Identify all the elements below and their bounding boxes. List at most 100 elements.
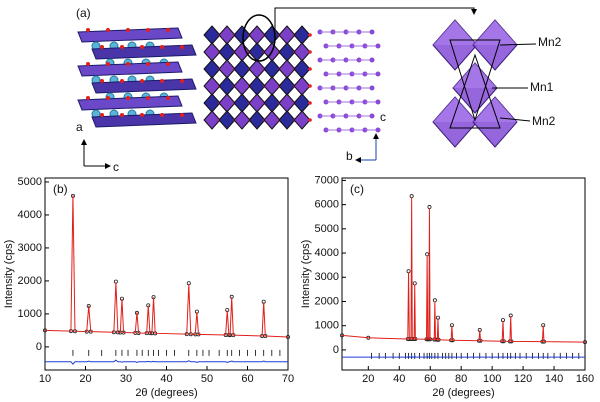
panel-label: (c)	[350, 182, 364, 196]
y-tick-label: 7000	[315, 174, 339, 186]
atom	[166, 96, 170, 100]
octahedron	[263, 93, 281, 113]
axis-label: a	[76, 120, 83, 134]
atom	[160, 45, 164, 49]
atom	[180, 79, 184, 83]
axis-label: c	[380, 110, 386, 124]
x-tick-label: 80	[455, 373, 467, 385]
x-tick-label: 30	[120, 373, 132, 385]
octahedron	[293, 110, 311, 130]
x-tick-label: 40	[160, 373, 172, 385]
octahedron	[233, 59, 251, 79]
x-tick-label: 120	[514, 373, 532, 385]
x-tick-label: 70	[282, 373, 294, 385]
slab	[77, 61, 183, 77]
x-tick-label: 50	[201, 373, 213, 385]
slab	[91, 78, 197, 94]
observed-point	[409, 194, 414, 199]
panel-label: (b)	[53, 182, 68, 196]
octahedron	[278, 76, 296, 96]
octahedron	[293, 93, 311, 113]
y-tick-label: 4000	[18, 209, 42, 221]
atom	[106, 62, 110, 66]
atom	[100, 79, 104, 83]
y-tick-label: 0	[333, 344, 339, 356]
y-axis-label: Intensity (cps)	[300, 240, 312, 308]
x-axis-label: 2θ (degrees)	[135, 387, 197, 399]
facet	[433, 20, 477, 45]
octahedron	[203, 93, 221, 113]
lattice-atom	[369, 113, 375, 119]
atom	[140, 113, 144, 117]
octahedron	[218, 42, 236, 62]
octahedron	[248, 76, 266, 96]
y-tick-label: 2000	[315, 295, 339, 307]
octahedron	[278, 110, 296, 130]
y-tick-label: 4000	[315, 247, 339, 259]
octahedron	[203, 110, 221, 130]
slab	[77, 95, 183, 111]
observed-point	[412, 281, 417, 286]
octahedron	[248, 59, 266, 79]
octahedron	[293, 42, 311, 62]
facet	[453, 63, 497, 88]
atom	[86, 62, 90, 66]
octahedron	[203, 76, 221, 96]
octahedron	[278, 25, 296, 45]
y-tick-label: 3000	[18, 242, 42, 254]
atom	[308, 84, 312, 88]
octahedron	[293, 25, 311, 45]
observed-point	[427, 205, 432, 210]
y-axis-label: Intensity (cps)	[3, 240, 15, 308]
atom	[180, 45, 184, 49]
atom	[120, 113, 124, 117]
y-tick-label: 0	[36, 341, 42, 353]
octahedron	[203, 59, 221, 79]
observed-point	[406, 269, 411, 274]
octahedron	[233, 42, 251, 62]
atom	[100, 45, 104, 49]
lattice-atom	[375, 99, 381, 105]
site-label: Mn2	[538, 35, 562, 49]
octahedron	[263, 76, 281, 96]
octahedron	[203, 42, 221, 62]
octahedron	[248, 93, 266, 113]
series-line	[44, 195, 289, 338]
lattice-atom	[375, 127, 381, 133]
x-tick-label: 20	[362, 373, 374, 385]
octahedron	[233, 25, 251, 45]
leader	[499, 117, 531, 122]
y-tick-label: 1000	[18, 308, 42, 320]
connector	[274, 7, 477, 30]
x-tick-label: 10	[39, 373, 51, 385]
x-tick-label: 60	[424, 373, 436, 385]
observed-point	[425, 252, 430, 257]
atom	[120, 45, 124, 49]
octahedron	[248, 25, 266, 45]
slab	[91, 112, 197, 128]
octahedron	[263, 110, 281, 130]
atom	[86, 28, 90, 32]
lattice-atom	[369, 29, 375, 35]
lattice-atom	[369, 85, 375, 91]
octahedron	[293, 76, 311, 96]
octahedron	[278, 42, 296, 62]
panel-label: (a)	[76, 6, 91, 20]
axis-label: b	[346, 149, 353, 163]
x-tick-label: 60	[241, 373, 253, 385]
octahedron	[218, 93, 236, 113]
slab	[91, 44, 197, 60]
x-axis-label: 2θ (degrees)	[432, 387, 494, 399]
octahedron	[218, 110, 236, 130]
atom	[120, 79, 124, 83]
y-tick-label: 1000	[315, 320, 339, 332]
atom	[126, 28, 130, 32]
atom	[160, 113, 164, 117]
observed-point	[432, 298, 437, 303]
series-line	[45, 359, 288, 365]
atom	[308, 118, 312, 122]
x-tick-label: 40	[393, 373, 405, 385]
atom	[166, 28, 170, 32]
plot-frame	[44, 177, 289, 371]
